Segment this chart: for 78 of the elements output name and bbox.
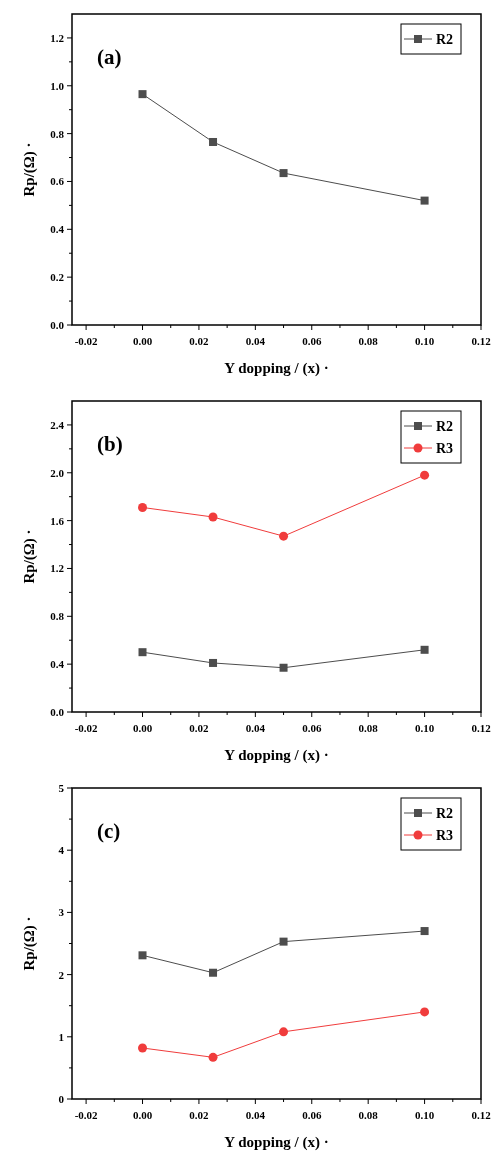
y-tick-label: 2.0 <box>50 466 65 479</box>
x-tick-label: 0.04 <box>245 722 266 734</box>
point <box>209 658 218 667</box>
y-tick-label: 0.2 <box>50 271 65 284</box>
x-tick-label: 0.10 <box>414 722 435 734</box>
point <box>138 502 148 512</box>
x-tick-label: 0.04 <box>245 1109 266 1121</box>
point <box>420 1007 430 1017</box>
x-tick-label: 0.08 <box>358 335 379 347</box>
y-tick-label: 1.2 <box>50 562 65 575</box>
y-tick-label: 0.8 <box>50 610 65 623</box>
point <box>138 90 147 99</box>
x-tick-label: 0.12 <box>471 335 492 347</box>
x-tick-label: -0.02 <box>74 335 99 347</box>
x-tick-label: 0.12 <box>471 1109 492 1121</box>
point <box>279 531 289 541</box>
x-tick-label: 0.00 <box>132 1109 153 1121</box>
y-tick-label: 3 <box>58 906 65 919</box>
x-tick-label: 0.06 <box>302 335 322 347</box>
y-tick-label: 0.8 <box>50 127 65 140</box>
legend-label: R3 <box>436 828 454 843</box>
point <box>420 927 429 936</box>
point <box>209 137 218 146</box>
legend-label: R2 <box>436 32 454 47</box>
text: (b) <box>97 432 123 456</box>
x-tick-label: 0.00 <box>132 722 153 734</box>
y-tick-label: 0.0 <box>50 706 65 718</box>
point <box>138 648 147 657</box>
x-tick-label: 0.10 <box>414 1109 435 1121</box>
point <box>208 512 218 522</box>
x-axis-title: Y dopping / (x) · <box>224 747 329 764</box>
x-tick-label: 0.04 <box>245 335 266 347</box>
y-tick-label: 4 <box>58 844 65 857</box>
point <box>208 1052 218 1062</box>
point <box>279 937 288 946</box>
legend-label: R3 <box>436 441 454 456</box>
y-tick-label: 0.6 <box>50 175 65 188</box>
y-axis-title: Rp/(Ω) · <box>21 916 38 971</box>
point <box>138 1043 148 1053</box>
x-tick-label: 0.00 <box>132 335 153 347</box>
x-tick-label: 0.02 <box>189 335 210 347</box>
x-tick-label: 0.10 <box>414 335 435 347</box>
y-tick-label: 5 <box>58 782 65 794</box>
legend-label: R2 <box>436 806 454 821</box>
text: (a) <box>97 45 122 69</box>
x-tick-label: 0.12 <box>471 722 492 734</box>
text: (c) <box>97 819 121 843</box>
point <box>420 645 429 654</box>
x-tick-label: 0.08 <box>358 1109 379 1121</box>
y-axis-title: Rp/(Ω) · <box>21 529 38 584</box>
y-tick-label: 1.2 <box>50 31 65 44</box>
y-tick-label: 0.4 <box>50 223 65 236</box>
x-axis-title: Y dopping / (x) · <box>224 1134 329 1151</box>
x-tick-label: 0.02 <box>189 722 210 734</box>
point <box>420 196 429 205</box>
y-tick-label: 1 <box>58 1030 64 1043</box>
point <box>279 663 288 672</box>
y-axis-title: Rp/(Ω) · <box>21 142 38 197</box>
y-tick-label: 0.4 <box>50 658 65 671</box>
y-tick-label: 1.0 <box>50 79 65 92</box>
y-tick-label: 1.6 <box>50 514 65 527</box>
x-tick-label: 0.06 <box>302 722 322 734</box>
point <box>279 1027 289 1037</box>
point <box>279 169 288 178</box>
x-tick-label: -0.02 <box>74 1109 99 1121</box>
point <box>209 968 218 977</box>
x-tick-label: -0.02 <box>74 722 99 734</box>
point <box>138 951 147 960</box>
x-tick-label: 0.08 <box>358 722 379 734</box>
y-tick-label: 2.4 <box>50 418 65 431</box>
legend-label: R2 <box>436 419 454 434</box>
y-tick-label: 2 <box>58 968 65 981</box>
y-tick-label: 0 <box>58 1093 65 1105</box>
y-tick-label: 0.0 <box>50 319 65 331</box>
x-axis-title: Y dopping / (x) · <box>224 360 329 377</box>
point <box>420 470 430 480</box>
x-tick-label: 0.06 <box>302 1109 322 1121</box>
x-tick-label: 0.02 <box>189 1109 210 1121</box>
